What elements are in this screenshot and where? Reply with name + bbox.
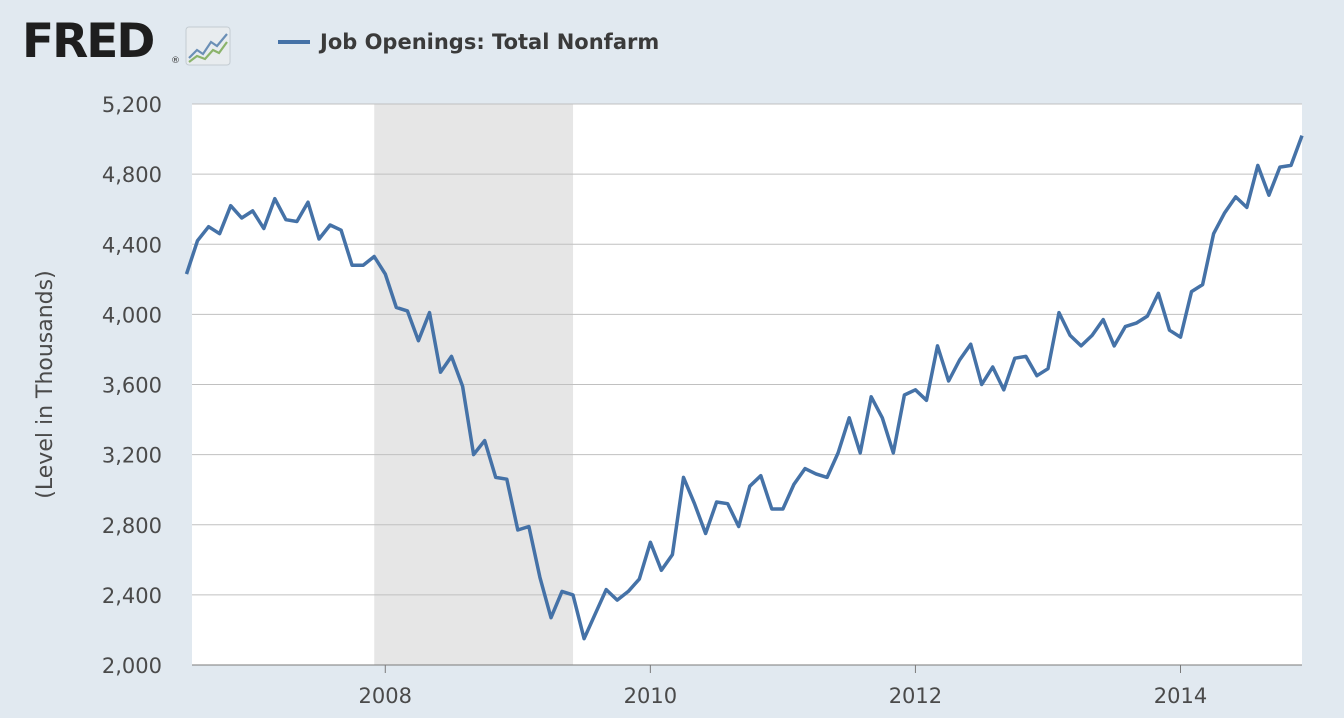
y-tick-label: 3,600	[102, 374, 162, 398]
x-tick-label: 2008	[359, 684, 412, 708]
x-tick-label: 2012	[889, 684, 942, 708]
chart-header: FRED ® Job Openings: Total Nonfarm	[0, 0, 1344, 90]
registered-mark: ®	[171, 56, 180, 66]
trend-line-chart-icon	[185, 26, 231, 66]
y-tick-label: 2,000	[102, 654, 162, 678]
y-tick-label: 2,400	[102, 584, 162, 608]
fred-logo: FRED	[22, 14, 155, 69]
y-tick-label: 4,000	[102, 303, 162, 327]
y-tick-label: 4,400	[102, 233, 162, 257]
y-tick-label: 5,200	[102, 93, 162, 117]
y-tick-label: 4,800	[102, 163, 162, 187]
legend-swatch	[278, 40, 310, 44]
y-tick-label: 2,800	[102, 514, 162, 538]
x-tick-label: 2010	[624, 684, 677, 708]
x-tick-label: 2014	[1154, 684, 1207, 708]
y-axis-label: (Level in Thousands)	[33, 270, 58, 498]
legend-label: Job Openings: Total Nonfarm	[320, 30, 660, 54]
y-tick-label: 3,200	[102, 444, 162, 468]
chart-legend: Job Openings: Total Nonfarm	[278, 30, 659, 54]
series-line	[184, 134, 1304, 641]
